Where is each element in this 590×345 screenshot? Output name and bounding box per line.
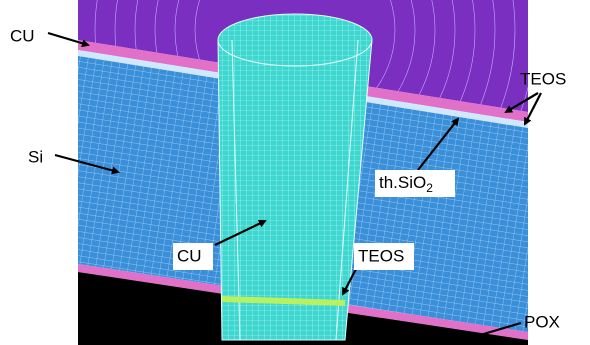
label-subscript: 2 [426,181,433,195]
via-top [218,14,372,66]
label: Si [28,147,43,166]
via [218,40,372,340]
label: CU [10,26,35,45]
label: CU [177,246,202,265]
diagram: CU TEOS Si th.SiO2 CU TEOS POX [0,0,590,345]
label: POX [524,312,560,331]
mesh-model [15,0,575,345]
label: TEOS [520,69,566,88]
label-text: th.SiO [379,173,426,192]
label: TEOS [358,246,404,265]
label: th.SiO2 [379,173,433,195]
